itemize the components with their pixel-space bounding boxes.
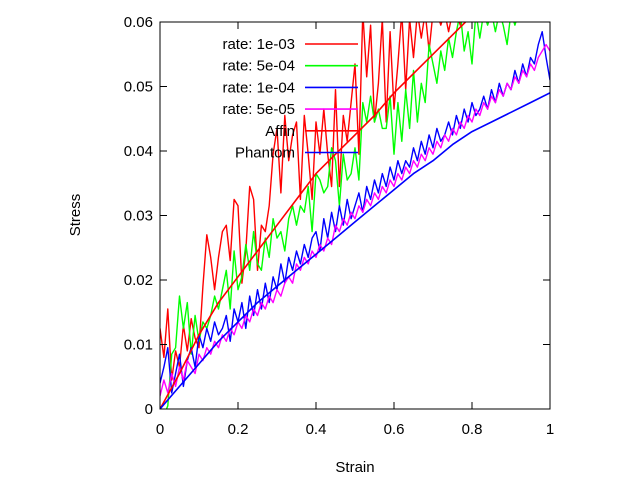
series-line-rate-1e-03 xyxy=(160,22,462,381)
y-tick-label: 0 xyxy=(145,401,153,418)
legend-label-rate-1e-03: rate: 1e-03 xyxy=(222,36,295,53)
series-line-affin xyxy=(160,22,467,409)
x-tick-label: 0.2 xyxy=(228,421,249,438)
y-tick-label: 0.04 xyxy=(124,143,153,160)
y-tick-label: 0.02 xyxy=(124,272,153,289)
y-tick-label: 0.06 xyxy=(124,14,153,31)
x-tick-label: 0 xyxy=(156,421,164,438)
x-tick-label: 1 xyxy=(546,421,554,438)
y-tick-label: 0.01 xyxy=(124,337,153,354)
series-line-rate-1e-04 xyxy=(160,31,550,394)
legend-label-affin: Affin xyxy=(265,123,295,140)
legend-label-phantom: Phantom xyxy=(235,145,295,162)
y-tick-label: 0.03 xyxy=(124,208,153,225)
y-tick-label: 0.05 xyxy=(124,79,153,96)
series-line-rate-5e-05 xyxy=(160,43,550,397)
x-tick-label: 0.8 xyxy=(462,421,483,438)
series-layer xyxy=(160,22,550,409)
legend-label-rate-1e-04: rate: 1e-04 xyxy=(222,79,295,96)
series-line-phantom xyxy=(160,92,550,409)
legend-label-rate-5e-05: rate: 5e-05 xyxy=(222,101,295,118)
legend-label-rate-5e-04: rate: 5e-04 xyxy=(222,58,295,75)
x-axis-label: Strain xyxy=(335,459,374,476)
legend: rate: 1e-03 rate: 5e-04 rate: 1e-04 rate: 5… xyxy=(222,36,358,162)
x-tick-label: 0.4 xyxy=(306,421,327,438)
y-axis-label: Stress xyxy=(67,194,84,237)
x-tick-label: 0.6 xyxy=(384,421,405,438)
ticks-layer: 0 0.2 0.4 0.6 0.8 1 0 0.01 0.02 0.03 0.04 0.05 0.06 xyxy=(124,14,554,438)
